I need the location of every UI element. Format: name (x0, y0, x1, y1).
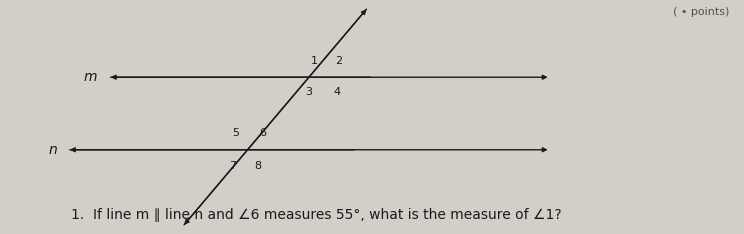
Text: m: m (83, 70, 97, 84)
Text: 7: 7 (229, 161, 237, 171)
Text: 8: 8 (254, 161, 262, 171)
Text: ( • points): ( • points) (673, 7, 729, 17)
Text: 1.  If line m ∥ line n and ∠6 measures 55°, what is the measure of ∠1?: 1. If line m ∥ line n and ∠6 measures 55… (71, 208, 561, 222)
Text: 5: 5 (232, 128, 240, 138)
Text: 2: 2 (335, 56, 342, 66)
Text: 3: 3 (305, 88, 312, 97)
Text: n: n (48, 143, 57, 157)
Text: 1: 1 (311, 56, 318, 66)
Text: 4: 4 (333, 88, 341, 97)
Text: 6: 6 (259, 128, 266, 138)
